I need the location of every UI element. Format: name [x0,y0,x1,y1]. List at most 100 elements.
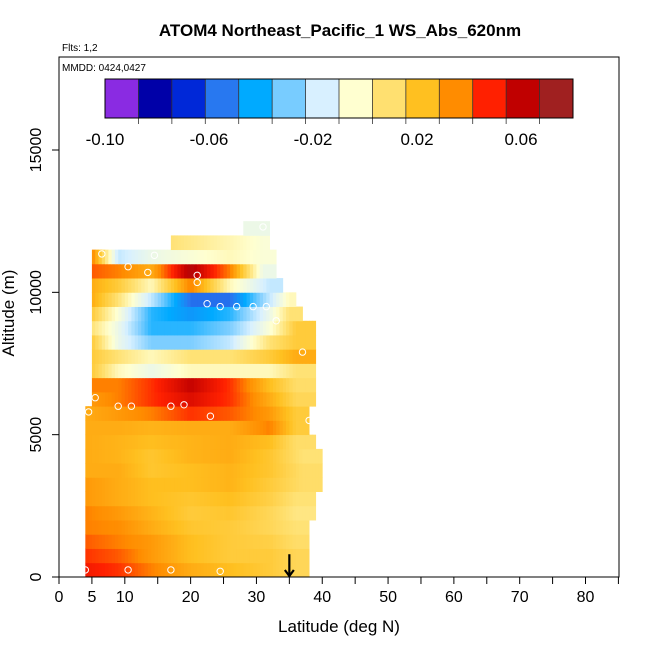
heatmap-cell [292,534,297,549]
heatmap-cell [95,448,99,464]
heatmap-cell [121,477,126,492]
heatmap-cell [263,505,267,521]
heatmap-cell [141,320,145,336]
heatmap-cell [226,306,231,322]
heatmap-cell [190,534,195,549]
heatmap-cell [141,420,145,436]
heatmap-cell [282,477,287,492]
heatmap-cell [249,221,254,236]
heatmap-cell [279,491,284,507]
heatmap-cell [299,477,303,492]
heatmap-cell [236,278,241,293]
heatmap-cell [226,562,231,578]
heatmap-cell [259,377,264,393]
heatmap-cell [111,420,116,436]
heatmap-cell [167,278,172,293]
heatmap-cell [187,278,192,293]
heatmap-cell [118,320,122,336]
heatmap-cell [233,562,238,578]
heatmap-cell [134,434,139,450]
heatmap-cell [259,320,264,336]
heatmap-cell [230,463,234,478]
heatmap-cell [259,221,264,236]
heatmap-cell [187,306,192,322]
heatmap-cell [124,335,129,350]
heatmap-cell [223,391,228,407]
heatmap-cell [256,406,261,421]
heatmap-cell [167,292,172,307]
colorbar-segment [171,79,206,118]
heatmap-cell [98,278,103,293]
heatmap-cell [167,477,172,492]
heatmap-cell [121,406,126,421]
heatmap-cell [167,249,172,265]
heatmap-cell [226,434,231,450]
heatmap-cell [305,349,310,364]
heatmap-cell [210,377,215,393]
heatmap-cell [207,505,211,521]
heatmap-cell [121,491,126,507]
heatmap-cell [134,491,139,507]
heatmap-cell [167,491,172,507]
heatmap-cell [276,278,280,293]
heatmap-cell [170,491,175,507]
heatmap-cell [236,463,241,478]
heatmap-cell [207,306,211,322]
heatmap-cell [144,420,149,436]
heatmap-cell [134,520,139,535]
heatmap-cell [223,320,228,336]
heatmap-cell [124,278,129,293]
heatmap-cell [236,548,241,564]
heatmap-cell [256,278,261,293]
heatmap-cell [302,434,307,450]
heatmap-cell [220,406,224,421]
heatmap-cell [174,505,178,521]
heatmap-cell [276,391,280,407]
heatmap-cell [137,491,142,507]
heatmap-cell [144,406,149,421]
heatmap-cell [98,406,103,421]
heatmap-cell [161,377,165,393]
heatmap-cell [233,306,238,322]
heatmap-cell [141,562,145,578]
heatmap-cell [151,249,155,265]
heatmap-cell [105,491,109,507]
heatmap-cell [170,263,175,279]
heatmap-cell [111,477,116,492]
heatmap-cell [101,377,106,393]
heatmap-cell [272,477,277,492]
heatmap-cell [309,463,313,478]
heatmap-cell [315,448,320,464]
heatmap-cell [128,391,132,407]
x-tick-label: 0 [55,589,64,606]
heatmap-cell [174,263,178,279]
heatmap-cell [111,562,116,578]
heatmap-cell [276,505,280,521]
heatmap-cell [216,320,221,336]
heatmap-cell [302,349,307,364]
heatmap-cell [161,391,165,407]
heatmap-cell [197,335,201,350]
heatmap-cell [243,520,247,535]
heatmap-cell [269,249,274,265]
heatmap-cell [154,562,159,578]
heatmap-cell [216,491,221,507]
heatmap-cell [190,363,195,379]
heatmap-cell [98,292,103,307]
heatmap-cell [161,335,165,350]
heatmap-cell [256,463,261,478]
heatmap-cell [233,377,238,393]
heatmap-cell [286,463,290,478]
heatmap-cell [124,477,129,492]
heatmap-cell [154,363,159,379]
heatmap-cell [134,377,139,393]
heatmap-cell [220,235,224,251]
heatmap-cell [118,391,122,407]
heatmap-cell [279,278,284,293]
heatmap-cell [108,349,113,364]
heatmap-cell [292,491,297,507]
heatmap-cell [131,391,136,407]
heatmap-cell [137,363,142,379]
heatmap-cell [180,477,185,492]
heatmap-cell [256,363,261,379]
